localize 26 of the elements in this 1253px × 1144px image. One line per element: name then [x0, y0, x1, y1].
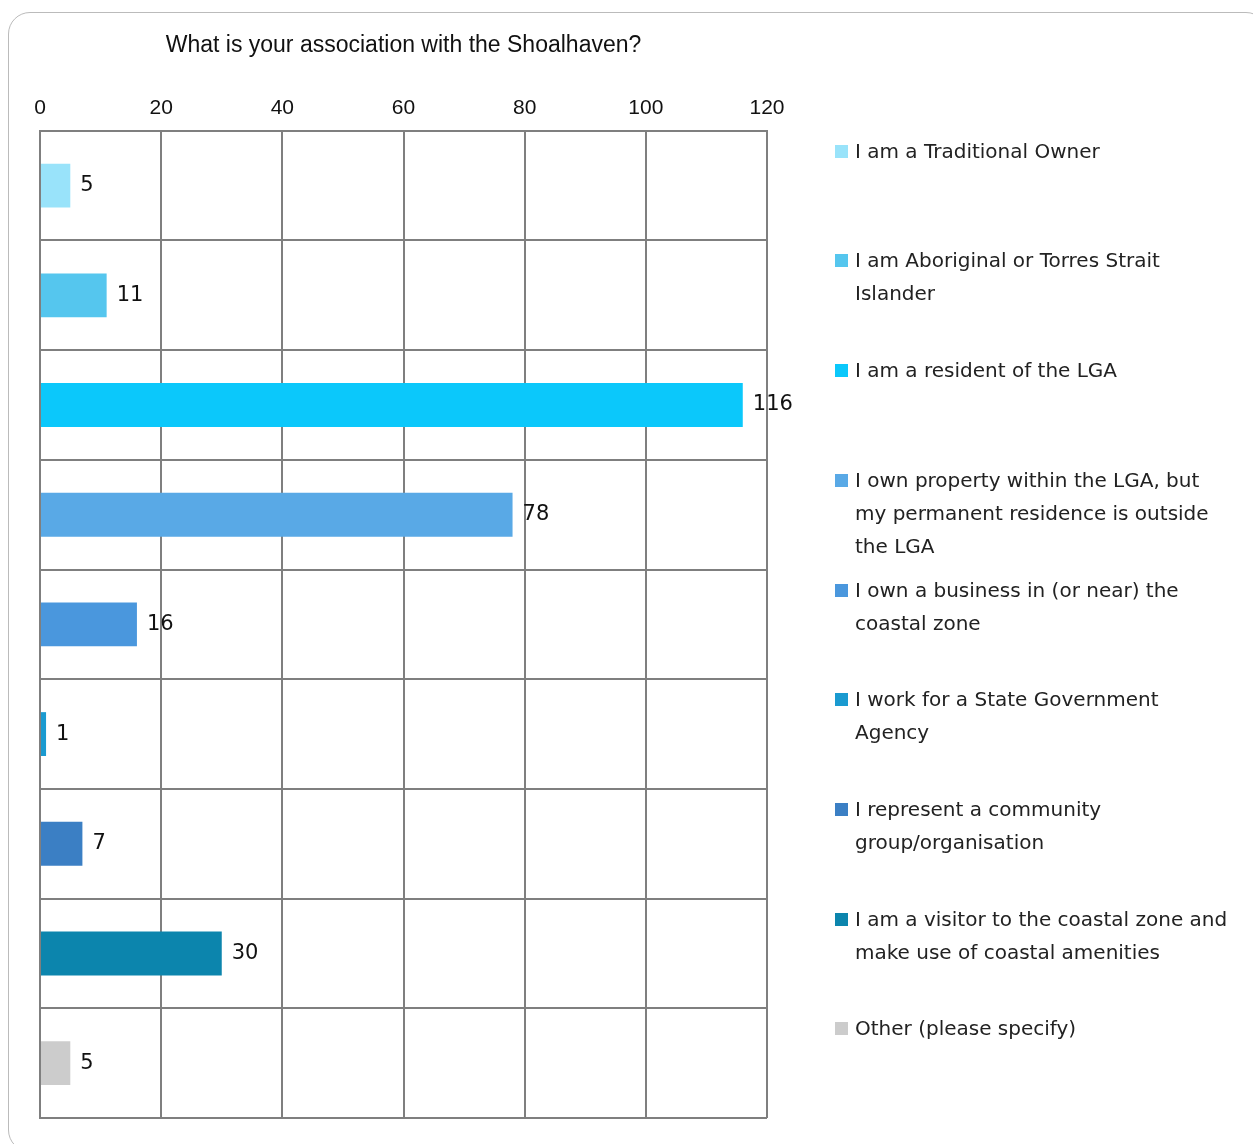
x-tick-label: 40	[270, 95, 295, 118]
legend-label: I own property within the LGA, but my permanent residence is outside the LGA	[855, 466, 1210, 560]
x-tick-label: 80	[512, 95, 537, 118]
x-tick-label: 60	[391, 95, 416, 118]
legend-label: I am Aboriginal or Torres Strait Islander	[855, 247, 1161, 308]
legend-label: I am a Traditional Owner	[855, 137, 1100, 165]
x-tick-label: 100	[628, 95, 664, 118]
chart-title: What is your association with the Shoalhaven?	[165, 31, 642, 58]
data-label: 16	[146, 610, 174, 635]
legend-label: I represent a community group/organisation	[855, 795, 1103, 856]
data-label: 5	[80, 1049, 94, 1074]
data-label: 116	[752, 391, 793, 416]
legend-label: I am a visitor to the coastal zone and make use of coastal amenities	[855, 905, 1229, 966]
legend-label: Other (please specify)	[855, 1015, 1077, 1043]
x-tick-label: 0	[34, 95, 46, 118]
data-label: 78	[522, 501, 550, 526]
legend-label: I am a resident of the LGA	[855, 357, 1118, 385]
data-label: 30	[231, 939, 259, 964]
data-label: 5	[80, 172, 94, 197]
legend-label: I work for a State Government Agency	[855, 686, 1160, 747]
x-tick-label: 120	[749, 95, 785, 118]
data-label: 11	[116, 281, 144, 306]
data-label: 7	[92, 830, 106, 855]
legend-label: I own a business in (or near) the coastal zone	[855, 576, 1180, 637]
data-label: 1	[56, 720, 70, 745]
x-tick-label: 20	[149, 95, 173, 118]
